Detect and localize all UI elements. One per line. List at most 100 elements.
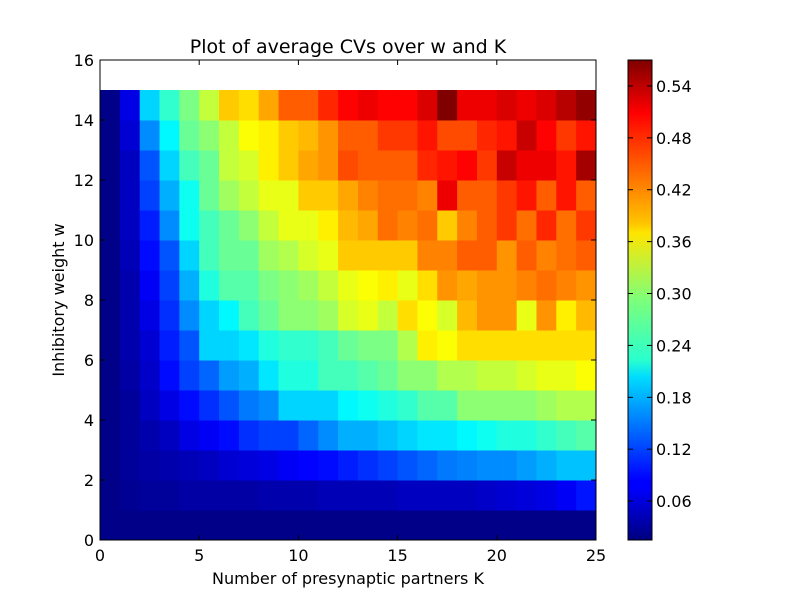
heatmap-cell (139, 330, 161, 361)
heatmap-cell (179, 240, 200, 271)
heatmap-cell (119, 300, 141, 331)
y-tick-label: 2 (84, 471, 94, 490)
heatmap-cell (437, 480, 458, 511)
heatmap-cell (199, 210, 220, 241)
heatmap-cell (119, 120, 141, 151)
heatmap-cell (377, 450, 399, 481)
heatmap-cell (476, 360, 498, 391)
heatmap-cell (397, 90, 418, 121)
heatmap-cell (179, 330, 200, 361)
heatmap-cells (100, 90, 597, 541)
heatmap-cell (179, 270, 200, 301)
heatmap-cell (199, 480, 220, 511)
heatmap-cell (119, 150, 141, 181)
heatmap-cell (516, 300, 537, 331)
heatmap-cell (417, 510, 438, 541)
heatmap-cell (199, 90, 220, 121)
heatmap-cell (179, 150, 200, 181)
heatmap-cell (258, 270, 280, 301)
heatmap-cell (437, 90, 458, 121)
heatmap-cell (318, 390, 339, 421)
heatmap-cell (457, 180, 478, 211)
heatmap-cell (278, 420, 299, 451)
heatmap-cell (516, 120, 537, 151)
y-tick-label: 8 (84, 291, 94, 310)
heatmap-cell (417, 180, 438, 211)
heatmap-cell (397, 240, 418, 271)
heatmap-cell (258, 300, 280, 331)
heatmap-cell (318, 150, 339, 181)
heatmap-cell (219, 330, 240, 361)
heatmap-cell (219, 480, 240, 511)
heatmap-cell (357, 480, 379, 511)
heatmap-cell (219, 510, 240, 541)
heatmap-cell (576, 90, 597, 121)
heatmap-cell (338, 510, 359, 541)
heatmap-cell (179, 510, 200, 541)
heatmap-cell (576, 240, 597, 271)
heatmap-cell (496, 480, 518, 511)
heatmap-cell (556, 90, 577, 121)
heatmap-cell (556, 120, 577, 151)
heatmap-cell (238, 360, 260, 391)
heatmap-cell (238, 210, 260, 241)
heatmap-cell (496, 180, 518, 211)
heatmap-cell (338, 120, 359, 151)
heatmap-cell (199, 270, 220, 301)
colorbar-tick-label: 0.36 (656, 233, 692, 252)
heatmap-cell (139, 480, 161, 511)
heatmap-cell (159, 180, 180, 211)
heatmap-cell (238, 300, 260, 331)
heatmap-cell (417, 210, 438, 241)
heatmap-cell (576, 180, 597, 211)
x-axis: 0 5 10 15 20 25 (95, 60, 606, 565)
heatmap-cell (199, 390, 220, 421)
heatmap-cell (179, 420, 200, 451)
heatmap-cell (417, 300, 438, 331)
heatmap-cell (496, 270, 518, 301)
heatmap-cell (318, 120, 339, 151)
heatmap-cell (159, 480, 180, 511)
chart-title: Plot of average CVs over w and K (190, 36, 507, 58)
heatmap-cell (556, 240, 577, 271)
heatmap-cell (377, 150, 399, 181)
heatmap-cell (556, 390, 577, 421)
heatmap-cell (318, 420, 339, 451)
heatmap-cell (278, 510, 299, 541)
heatmap-cell (139, 420, 161, 451)
heatmap-cell (278, 180, 299, 211)
heatmap-cell (278, 300, 299, 331)
heatmap-cell (199, 180, 220, 211)
heatmap-cell (576, 120, 597, 151)
colorbar-ticks: 0.06 0.12 0.18 0.24 0.30 0.36 0.42 0.48 0.54 (628, 77, 692, 511)
heatmap-cell (258, 510, 280, 541)
heatmap-cell (278, 210, 299, 241)
heatmap-cell (516, 270, 537, 301)
colorbar-tick-label: 0.30 (656, 285, 692, 304)
heatmap-cell (238, 150, 260, 181)
heatmap-cell (437, 120, 458, 151)
heatmap-cell (437, 240, 458, 271)
heatmap-cell (437, 450, 458, 481)
heatmap-cell (238, 330, 260, 361)
heatmap-cell (457, 240, 478, 271)
heatmap-cell (457, 90, 478, 121)
heatmap-cell (100, 360, 121, 391)
heatmap-cell (298, 150, 319, 181)
heatmap-cell (139, 240, 161, 271)
heatmap-cell (357, 120, 379, 151)
heatmap-cell (377, 270, 399, 301)
heatmap-cell (100, 420, 121, 451)
heatmap-cell (397, 390, 418, 421)
heatmap-cell (278, 390, 299, 421)
heatmap-cell (219, 420, 240, 451)
heatmap-cell (536, 510, 557, 541)
heatmap-cell (536, 300, 557, 331)
heatmap-cell (318, 450, 339, 481)
heatmap-cell (496, 360, 518, 391)
heatmap-cell (397, 270, 418, 301)
heatmap-cell (417, 120, 438, 151)
heatmap-cell (377, 480, 399, 511)
heatmap-cell (219, 360, 240, 391)
y-axis-label: Inhibitory weight w (49, 223, 68, 376)
